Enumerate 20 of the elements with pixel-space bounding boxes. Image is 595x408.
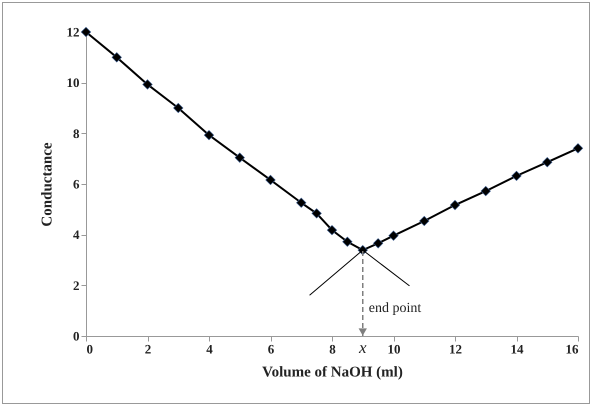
y-axis-title: Conductance bbox=[40, 142, 56, 227]
x-tick-label: 6 bbox=[268, 342, 275, 356]
x-tick-label: 2 bbox=[144, 342, 152, 356]
x-axis-title: Volume of NaOH (ml) bbox=[262, 364, 403, 380]
y-tick-label: 0 bbox=[73, 328, 80, 344]
x-tick-label: 16 bbox=[566, 342, 579, 356]
y-tick-label: 2 bbox=[73, 278, 80, 293]
y-tick-label: 6 bbox=[73, 176, 80, 192]
x-tick-label: 14 bbox=[510, 342, 524, 356]
text: x bbox=[358, 338, 367, 357]
x-tick-label: 4 bbox=[206, 342, 214, 356]
ref-line-label: end point bbox=[368, 301, 422, 316]
y-tick-label: 8 bbox=[73, 126, 80, 141]
x-tick-label: 8 bbox=[329, 342, 336, 356]
x-tick-label: 10 bbox=[388, 342, 400, 356]
y-tick-label: 12 bbox=[66, 24, 80, 40]
y-tick-label: 4 bbox=[73, 227, 80, 242]
x-tick-label: 0 bbox=[86, 342, 93, 356]
y-tick-label: 10 bbox=[66, 75, 80, 90]
x-tick-label: 12 bbox=[449, 342, 462, 356]
